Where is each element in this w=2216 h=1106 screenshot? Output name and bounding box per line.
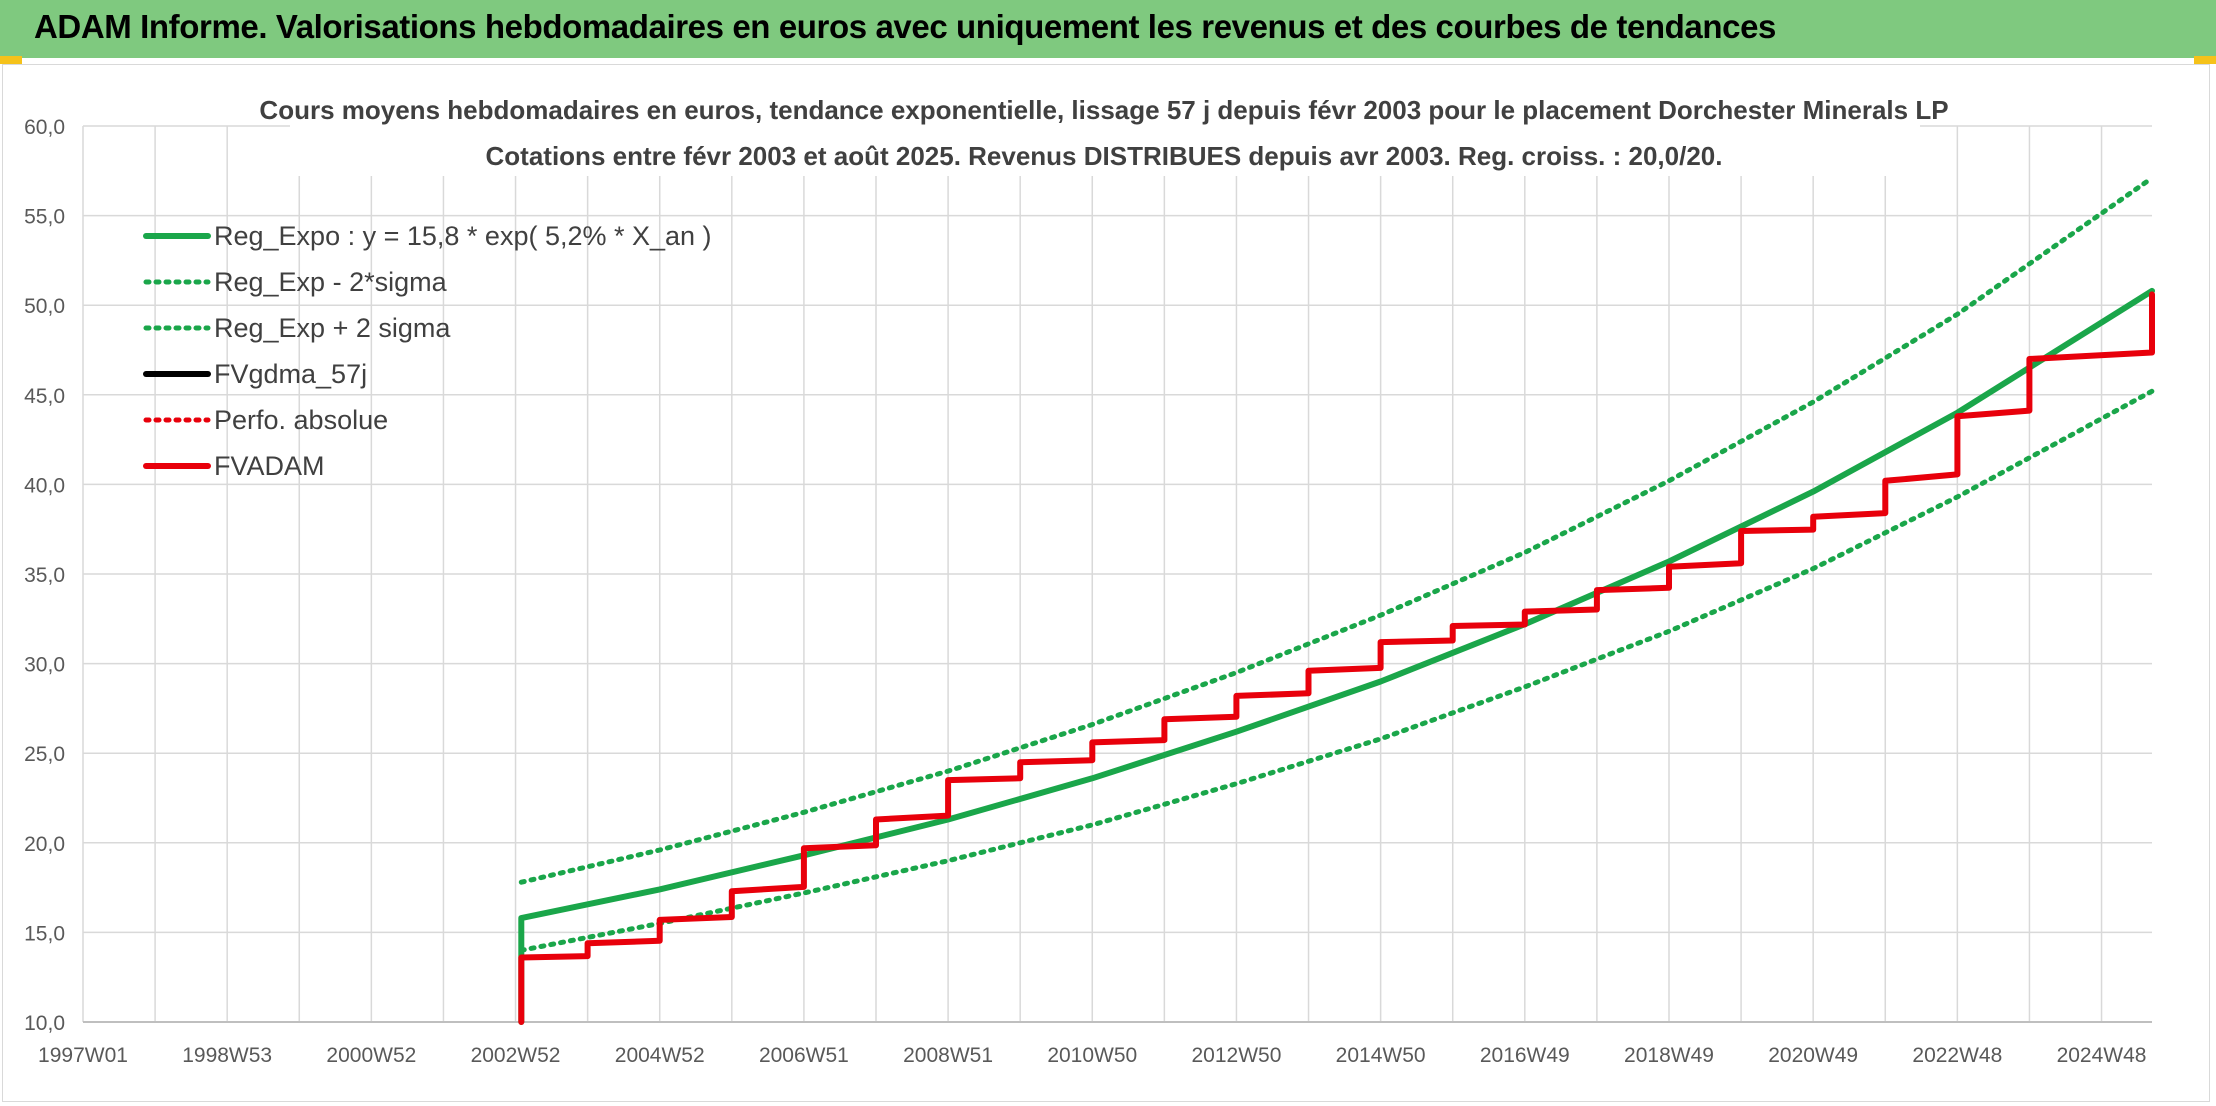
report-title: ADAM Informe. Valorisations hebdomadaire… <box>34 8 1776 45</box>
x-tick-label: 2012W50 <box>1191 1044 1281 1067</box>
y-tick-label: 40,0 <box>24 474 65 497</box>
x-tick-label: 2014W50 <box>1336 1044 1426 1067</box>
series-lines <box>518 175 2155 1025</box>
y-tick-label: 10,0 <box>24 1012 65 1035</box>
series-line-2 <box>518 175 2155 885</box>
corner-marker-right <box>2194 56 2216 64</box>
y-tick-label: 35,0 <box>24 564 65 587</box>
x-tick-label: 2000W52 <box>326 1044 416 1067</box>
x-tick-label: 2016W49 <box>1480 1044 1570 1067</box>
x-tick-label: 2022W48 <box>1912 1044 2002 1067</box>
x-tick-label: 2010W50 <box>1047 1044 1137 1067</box>
report-header: ADAM Informe. Valorisations hebdomadaire… <box>0 0 2216 58</box>
x-tick-label: 2024W48 <box>2057 1044 2147 1067</box>
y-tick-label: 20,0 <box>24 833 65 856</box>
series-line-3 <box>519 292 2154 1024</box>
x-tick-label: 1997W01 <box>38 1044 128 1067</box>
legend: Reg_Expo : y = 15,8 * exp( 5,2% * X_an )… <box>143 221 712 481</box>
series-line-0 <box>518 287 2155 1025</box>
y-tick-label: 25,0 <box>24 743 65 766</box>
legend-label: FVADAM <box>214 451 325 481</box>
legend-label: Reg_Expo : y = 15,8 * exp( 5,2% * X_an ) <box>214 221 712 251</box>
x-tick-label: 2018W49 <box>1624 1044 1714 1067</box>
x-tick-label: 2020W49 <box>1768 1044 1858 1067</box>
x-tick-label: 2006W51 <box>759 1044 849 1067</box>
legend-label: Reg_Exp - 2*sigma <box>214 267 448 297</box>
x-tick-label: 2008W51 <box>903 1044 993 1067</box>
series-line-4 <box>518 291 2155 1025</box>
y-tick-label: 60,0 <box>24 116 65 139</box>
y-tick-label: 50,0 <box>24 295 65 318</box>
x-tick-label: 1998W53 <box>182 1044 272 1067</box>
x-tick-label: 2004W52 <box>615 1044 705 1067</box>
series-line-5 <box>518 291 2155 1025</box>
y-tick-label: 55,0 <box>24 206 65 229</box>
legend-label: FVgdma_57j <box>214 359 367 389</box>
y-tick-label: 30,0 <box>24 654 65 677</box>
chart-title: Cours moyens hebdomadaires en euros, ten… <box>259 95 1948 125</box>
x-tick-label: 2002W52 <box>471 1044 561 1067</box>
y-axis-ticks: 10,0 15,0 20,0 25,0 30,0 35,0 40,0 45,0 50,0 55,0… <box>24 116 65 1035</box>
y-tick-label: 15,0 <box>24 922 65 945</box>
legend-label: Reg_Exp + 2 sigma <box>214 313 451 343</box>
title-backdrop <box>290 94 1920 176</box>
x-axis-ticks: 1997W01 1998W53 2000W52 2002W52 2004W52 2006W… <box>38 1044 2146 1067</box>
corner-marker-left <box>0 56 22 64</box>
series-line-1 <box>518 388 2155 953</box>
chart-area <box>2 64 2210 1102</box>
legend-label: Perfo. absolue <box>214 405 388 435</box>
chart-subtitle: Cotations entre févr 2003 et août 2025. … <box>486 141 1723 171</box>
y-tick-label: 45,0 <box>24 385 65 408</box>
gridlines <box>82 125 2152 1023</box>
